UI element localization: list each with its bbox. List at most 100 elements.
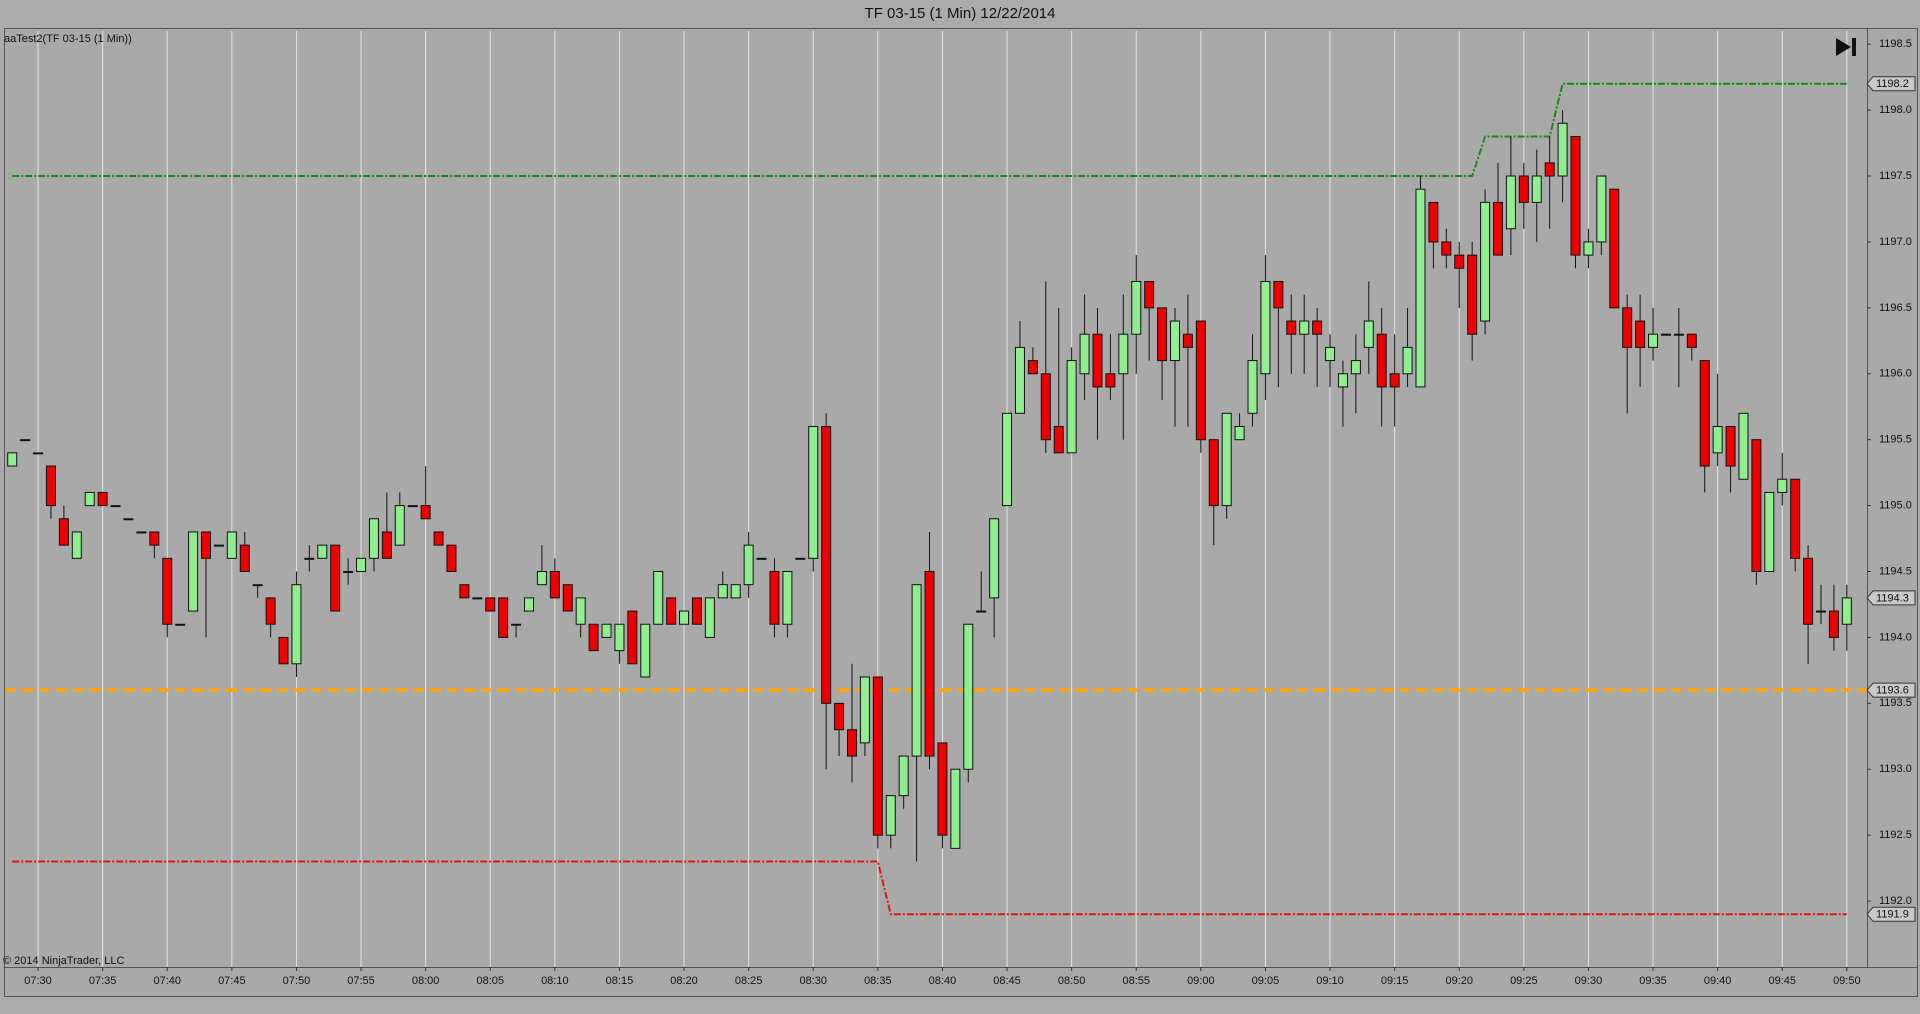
price-marker-label: 1194.3: [1876, 592, 1909, 604]
candle-body: [498, 597, 509, 638]
x-tick-label: 09:40: [1704, 975, 1732, 987]
candle-body: [1182, 333, 1193, 348]
x-tick-label: 08:25: [735, 975, 763, 987]
candle-body: [381, 531, 392, 559]
candle-body: [1066, 360, 1077, 454]
price-marker-label: 1191.9: [1876, 909, 1909, 921]
candle-body: [795, 557, 806, 560]
x-tick-label: 07:30: [24, 975, 52, 987]
y-tick-label: 1194.0: [1879, 631, 1912, 643]
candle-body: [549, 571, 560, 599]
candle-body: [1337, 373, 1348, 388]
candle-body: [485, 597, 496, 612]
price-marker-box: [1866, 590, 1916, 606]
x-tick-label: 09:20: [1445, 975, 1473, 987]
candle-body: [1325, 346, 1336, 362]
candle-body: [859, 676, 870, 744]
candle-body: [1699, 360, 1710, 467]
candle-body: [756, 557, 767, 560]
x-tick-label: 09:35: [1639, 975, 1667, 987]
candle-body: [356, 557, 367, 573]
candle-body: [136, 531, 147, 534]
x-tick-label: 07:55: [347, 975, 375, 987]
y-tick-label: 1195.0: [1879, 499, 1912, 511]
candle-body: [252, 584, 263, 587]
candle-body: [1686, 333, 1697, 348]
y-tick-label: 1197.0: [1879, 236, 1912, 248]
candle-body: [562, 584, 573, 612]
x-tick-label: 08:45: [993, 975, 1021, 987]
x-tick-label: 07:45: [218, 975, 246, 987]
candle-body: [872, 676, 883, 836]
candle-body: [536, 571, 547, 586]
candle-body: [1454, 254, 1465, 269]
candle-body: [278, 636, 289, 665]
x-tick-label: 08:05: [476, 975, 504, 987]
candle-body: [1583, 241, 1594, 256]
x-tick-label: 08:55: [1122, 975, 1150, 987]
candle-body: [291, 584, 302, 665]
candle-body: [1170, 320, 1180, 362]
candle-body: [1480, 201, 1491, 322]
x-tick-label: 08:00: [412, 975, 440, 987]
x-tick-label: 08:20: [670, 975, 698, 987]
candle-body: [1195, 320, 1206, 441]
candle-body: [1557, 122, 1568, 177]
candle-body: [84, 491, 95, 507]
x-tick-label: 09:25: [1510, 975, 1538, 987]
x-tick-label: 09:15: [1381, 975, 1409, 987]
candle-body: [1105, 373, 1116, 388]
label-layer: 1192.0 1192.5 1193.0 1193.5 1194.0 1194.5 1195…: [24, 38, 1916, 987]
y-tick-label: 1192.0: [1879, 895, 1912, 907]
candle-body: [1790, 478, 1801, 559]
candle-body: [472, 597, 483, 600]
candle-body: [1725, 425, 1736, 467]
candle-body: [1764, 491, 1775, 573]
y-tick-label: 1198.0: [1879, 104, 1912, 116]
go-to-end-button[interactable]: [1830, 34, 1860, 60]
chart-title: TF 03-15 (1 Min) 12/22/2014: [865, 5, 1056, 22]
candle-body: [679, 610, 690, 625]
x-tick-label: 07:35: [89, 975, 117, 987]
candle-body: [1053, 425, 1064, 454]
candle-body: [1609, 188, 1620, 309]
candle-body: [97, 491, 108, 507]
y-tick-label: 1198.5: [1879, 38, 1912, 50]
candle-body: [407, 505, 418, 508]
candle-body: [1014, 346, 1025, 414]
candle-body: [963, 623, 974, 770]
x-tick-label: 08:35: [864, 975, 892, 987]
x-tick-label: 07:50: [283, 975, 311, 987]
x-tick-label: 09:00: [1187, 975, 1215, 987]
candle-body: [588, 623, 599, 652]
candle-body: [924, 571, 935, 757]
candle-body: [1027, 360, 1038, 375]
candle-body: [1518, 175, 1529, 203]
candle-body: [201, 531, 211, 559]
candle-body: [627, 610, 638, 665]
candle-body: [71, 531, 82, 559]
candle-body: [1376, 333, 1387, 388]
level-layer: [5, 82, 1867, 916]
candle-body: [149, 531, 160, 546]
candle-body: [1079, 333, 1090, 375]
candle-body: [1622, 307, 1633, 348]
candle-body: [885, 795, 896, 836]
candle-body: [524, 597, 534, 612]
candle-body: [1350, 360, 1361, 375]
candle-body: [666, 597, 677, 625]
copyright: © 2014 NinjaTrader, LLC: [3, 955, 124, 967]
candle-body: [1751, 439, 1762, 573]
candle-body: [58, 518, 69, 546]
x-tick-label: 09:05: [1252, 975, 1280, 987]
stop-line: [12, 860, 1847, 916]
candle-body: [898, 755, 909, 797]
candle-body: [1402, 346, 1413, 375]
y-tick-label: 1195.5: [1879, 434, 1912, 446]
candle-body: [1131, 280, 1142, 335]
candle-body: [1415, 188, 1426, 388]
candle-body: [330, 544, 341, 612]
candle-body: [188, 531, 199, 612]
candle-body: [368, 518, 379, 559]
price-marker-box: [1866, 682, 1916, 698]
